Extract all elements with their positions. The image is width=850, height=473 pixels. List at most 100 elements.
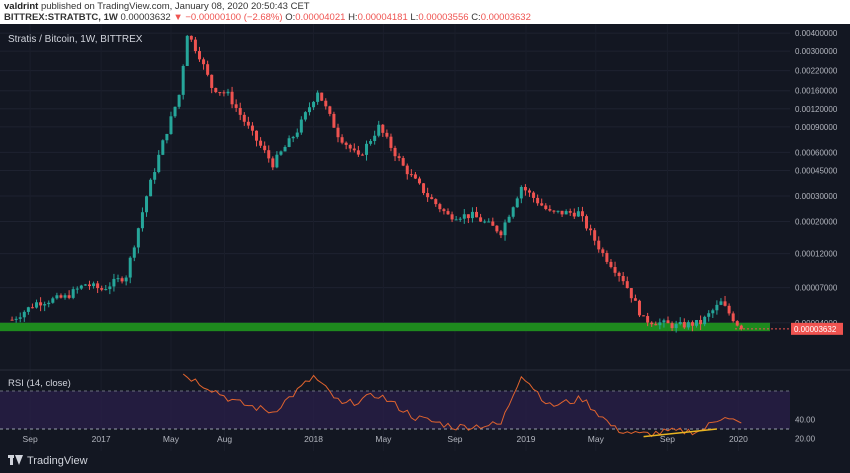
candle-body bbox=[434, 199, 438, 205]
candle-body bbox=[108, 286, 112, 290]
candle-body bbox=[442, 209, 446, 212]
high-value: 0.00004181 bbox=[357, 12, 408, 23]
candle-body bbox=[389, 136, 393, 148]
time-tick-label: Sep bbox=[660, 434, 675, 444]
candle-body bbox=[430, 197, 434, 200]
price-tick-label: 0.00060000 bbox=[795, 148, 838, 157]
time-tick-label: 2018 bbox=[304, 434, 323, 444]
candle-body bbox=[438, 204, 442, 210]
candle-body bbox=[401, 158, 405, 166]
low-value: 0.00003556 bbox=[418, 12, 469, 23]
candle-body bbox=[246, 121, 250, 126]
symbol-line: BITTREX:STRATBTC, 1W 0.00003632 ▼ −0.000… bbox=[4, 12, 531, 23]
candle-body bbox=[128, 257, 132, 278]
tradingview-logo[interactable]: TradingView bbox=[8, 455, 88, 467]
candle-body bbox=[226, 91, 230, 94]
rsi-tick-label: 20.00 bbox=[795, 435, 816, 444]
candle-body bbox=[348, 144, 352, 149]
candle-body bbox=[26, 307, 30, 312]
candle-body bbox=[312, 101, 316, 108]
candle-body bbox=[344, 142, 348, 145]
candle-body bbox=[589, 228, 593, 231]
candle-body bbox=[499, 231, 503, 236]
candle-body bbox=[267, 150, 271, 159]
candle-body bbox=[275, 154, 279, 168]
candle-body bbox=[540, 203, 544, 206]
candle-body bbox=[303, 112, 307, 120]
last-price-tag: 0.00003632 bbox=[735, 322, 843, 335]
candle-body bbox=[283, 146, 287, 152]
candle-body bbox=[173, 106, 177, 117]
price-tick-label: 0.00090000 bbox=[795, 123, 838, 132]
candle-body bbox=[255, 130, 259, 141]
candle-body bbox=[670, 323, 674, 329]
candle-body bbox=[157, 154, 161, 173]
candle-body bbox=[43, 304, 47, 306]
candle-body bbox=[197, 51, 201, 60]
support-zone bbox=[0, 322, 770, 332]
price-tick-label: 0.00045000 bbox=[795, 167, 838, 176]
candle-body bbox=[320, 92, 324, 101]
candle-body bbox=[14, 318, 18, 320]
candle-body bbox=[536, 197, 540, 204]
candle-body bbox=[238, 107, 242, 115]
low-label: L: bbox=[410, 12, 419, 23]
candle-body bbox=[10, 319, 14, 321]
candle-body bbox=[87, 284, 91, 287]
candle-body bbox=[593, 230, 597, 241]
candle-body bbox=[202, 59, 206, 65]
last-price-box bbox=[791, 322, 843, 335]
candle-body bbox=[340, 137, 344, 143]
time-tick-label: Sep bbox=[447, 434, 462, 444]
candle-body bbox=[149, 179, 153, 197]
candle-body bbox=[218, 92, 222, 94]
author-name[interactable]: valdrint bbox=[4, 1, 39, 12]
price-tick-label: 0.00030000 bbox=[795, 192, 838, 201]
candle-body bbox=[193, 39, 197, 52]
candle-body bbox=[291, 136, 295, 139]
candle-body bbox=[507, 216, 511, 223]
candle-body bbox=[181, 65, 185, 95]
candle-body bbox=[413, 174, 417, 179]
candle-body bbox=[189, 35, 193, 40]
candle-body bbox=[47, 302, 51, 305]
candle-body bbox=[625, 281, 629, 289]
candle-body bbox=[140, 212, 144, 229]
close-value: 0.00003632 bbox=[480, 12, 531, 23]
candle-body bbox=[365, 143, 369, 155]
candles bbox=[10, 34, 743, 333]
rsi-trendline bbox=[643, 428, 717, 438]
candle-body bbox=[307, 107, 311, 113]
rsi-band bbox=[0, 391, 790, 429]
candle-body bbox=[393, 147, 397, 157]
time-tick-label: 2019 bbox=[517, 434, 536, 444]
rsi-tick-label: 40.00 bbox=[795, 416, 816, 425]
candle-body bbox=[723, 301, 727, 306]
time-axis[interactable]: Sep 2017 May Aug 2018 May Sep 2019 May Sep 2020 bbox=[23, 434, 749, 444]
candle-body bbox=[674, 324, 678, 329]
candle-body bbox=[613, 267, 617, 273]
candle-body bbox=[22, 311, 26, 318]
candle-body bbox=[83, 284, 87, 286]
candle-body bbox=[279, 151, 283, 155]
candle-body bbox=[426, 193, 430, 198]
time-tick-label: May bbox=[163, 434, 180, 444]
symbol-label: BITTREX:STRATBTC, 1W bbox=[4, 12, 118, 23]
candle-body bbox=[450, 214, 454, 220]
candle-body bbox=[145, 196, 149, 213]
candle-body bbox=[271, 158, 275, 168]
candle-body bbox=[59, 295, 63, 298]
candle-body bbox=[112, 278, 116, 287]
candle-body bbox=[552, 210, 556, 212]
candle-body bbox=[487, 221, 491, 223]
time-tick-label: Aug bbox=[217, 434, 232, 444]
candle-body bbox=[646, 316, 650, 323]
price-chart[interactable]: 0.00400000 0.00300000 0.00220000 0.00160000… bbox=[0, 0, 850, 451]
candle-body bbox=[79, 285, 83, 289]
candle-body bbox=[250, 125, 254, 131]
candle-body bbox=[324, 100, 328, 107]
time-tick-label: May bbox=[588, 434, 605, 444]
candle-body bbox=[475, 211, 479, 218]
candle-body bbox=[519, 186, 523, 199]
candle-body bbox=[381, 124, 385, 133]
